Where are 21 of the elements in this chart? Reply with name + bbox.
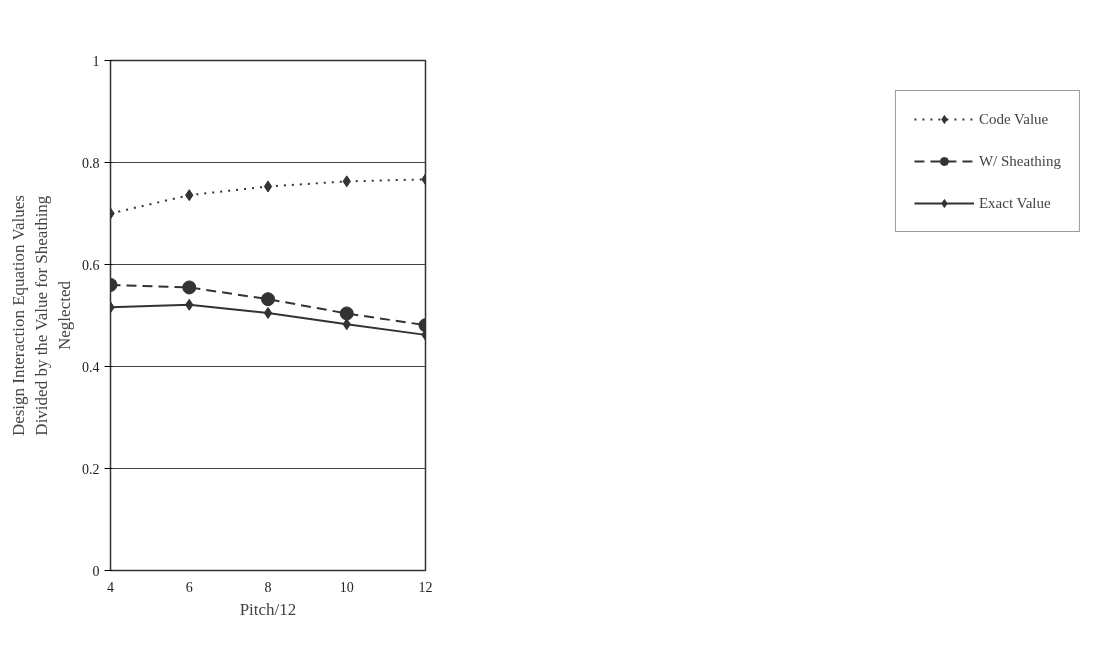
- x-axis-title: Pitch/12: [239, 599, 297, 619]
- y-tick-label: 0.2: [82, 461, 100, 477]
- y-tick-label: 0.6: [82, 257, 100, 273]
- y-tick-label: 0: [92, 563, 100, 579]
- point: [261, 292, 275, 307]
- y-tick-label: 1: [92, 53, 100, 69]
- y-axis-title: Design Interaction Equation Values Divided by the Value for Sheathing Neglected: [9, 195, 74, 437]
- point: [263, 306, 273, 319]
- x-tick-label: 4: [107, 579, 114, 595]
- legend-label: W/ Sheathing: [978, 152, 1061, 170]
- x-tick-label: 6: [185, 579, 193, 595]
- x-tick-label: 10: [339, 579, 354, 595]
- y-tick-label: 0.4: [82, 359, 100, 375]
- legend-label: Exact Value: [978, 194, 1051, 212]
- point: [263, 180, 273, 193]
- y-tick-label: 0.8: [82, 155, 100, 171]
- point: [339, 306, 354, 321]
- x-tick-label: 12: [418, 579, 433, 595]
- point: [182, 280, 197, 295]
- legend-label: Code Value: [978, 110, 1049, 128]
- x-tick-label: 8: [264, 579, 272, 595]
